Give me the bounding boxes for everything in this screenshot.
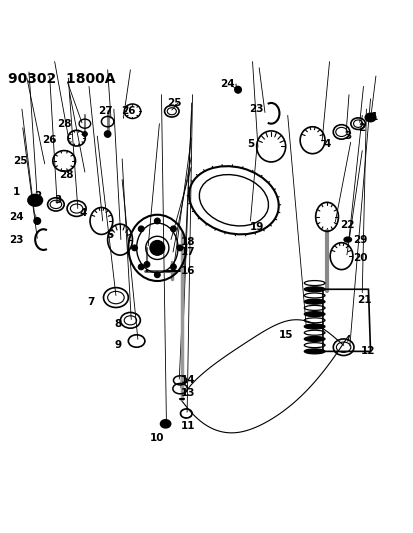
Circle shape	[154, 272, 160, 278]
Text: 3: 3	[343, 131, 351, 141]
Text: 27: 27	[98, 106, 113, 116]
Text: 26: 26	[121, 106, 135, 116]
Text: 13: 13	[180, 388, 195, 398]
Circle shape	[170, 226, 176, 232]
Ellipse shape	[366, 115, 373, 120]
Ellipse shape	[304, 312, 324, 317]
Text: 25: 25	[13, 156, 28, 166]
Ellipse shape	[365, 114, 375, 122]
Circle shape	[177, 245, 183, 251]
Text: 28: 28	[59, 171, 74, 180]
Circle shape	[82, 132, 87, 136]
Text: 10: 10	[150, 433, 164, 443]
Text: 11: 11	[180, 421, 195, 431]
Text: 28: 28	[57, 119, 71, 128]
Circle shape	[170, 264, 176, 270]
Text: 6: 6	[149, 243, 157, 253]
Text: 25: 25	[166, 98, 181, 108]
Text: 20: 20	[352, 253, 367, 263]
Text: 2: 2	[33, 191, 41, 201]
Text: 26: 26	[42, 135, 57, 145]
Circle shape	[154, 218, 160, 224]
Text: 19: 19	[249, 222, 263, 232]
Circle shape	[138, 226, 144, 232]
Ellipse shape	[160, 419, 171, 428]
Text: 17: 17	[180, 247, 195, 257]
Ellipse shape	[304, 336, 324, 342]
Text: 1: 1	[13, 187, 20, 197]
Text: 29: 29	[352, 235, 366, 245]
Text: 14: 14	[180, 375, 195, 385]
Text: 18: 18	[180, 237, 195, 247]
Text: 12: 12	[360, 346, 375, 357]
Circle shape	[150, 240, 164, 255]
Text: 15: 15	[278, 330, 292, 340]
Text: 7: 7	[87, 297, 95, 306]
Text: 9: 9	[114, 340, 121, 350]
Text: 23: 23	[9, 235, 24, 245]
Ellipse shape	[28, 195, 43, 206]
Text: 2: 2	[358, 123, 365, 133]
Text: 4: 4	[323, 139, 330, 149]
Ellipse shape	[29, 197, 41, 204]
Circle shape	[34, 217, 40, 224]
Text: 24: 24	[9, 212, 24, 222]
Circle shape	[144, 262, 150, 268]
Circle shape	[104, 131, 111, 138]
Text: 23: 23	[249, 104, 263, 114]
Circle shape	[234, 86, 241, 93]
Text: 22: 22	[339, 220, 354, 230]
Text: 1: 1	[370, 112, 377, 123]
Ellipse shape	[304, 324, 324, 329]
Ellipse shape	[304, 299, 324, 304]
Text: 8: 8	[114, 319, 121, 329]
Text: 5: 5	[106, 230, 113, 240]
Circle shape	[138, 264, 144, 270]
Text: 21: 21	[356, 295, 371, 305]
Circle shape	[131, 245, 137, 251]
Text: 16: 16	[180, 265, 195, 276]
Ellipse shape	[343, 237, 351, 242]
Text: 5: 5	[246, 139, 254, 149]
Ellipse shape	[304, 349, 324, 354]
Text: 4: 4	[79, 208, 86, 217]
Ellipse shape	[304, 287, 324, 292]
Text: 24: 24	[220, 79, 235, 90]
Text: 3: 3	[54, 195, 62, 205]
Text: 90302  1800A: 90302 1800A	[8, 72, 116, 86]
